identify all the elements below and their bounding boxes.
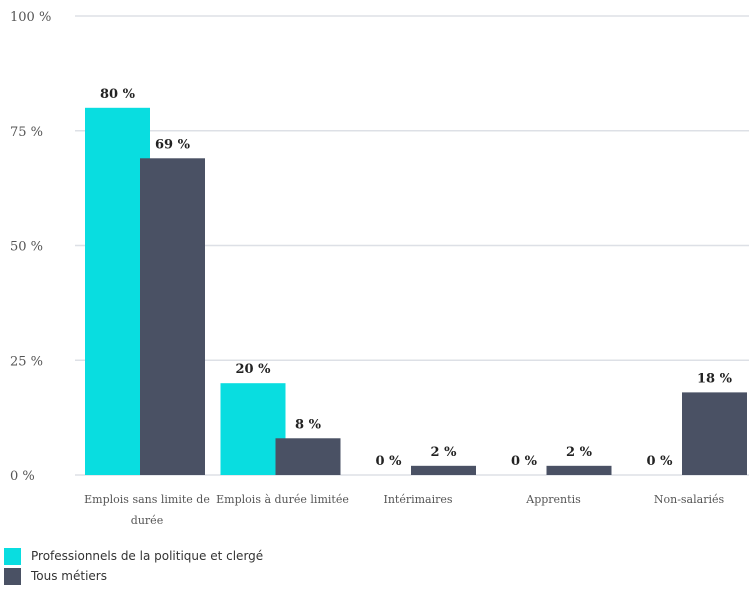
legend-label: Professionnels de la politique et clergé bbox=[31, 549, 264, 563]
legend: Professionnels de la politique et clergé… bbox=[4, 546, 263, 586]
bar-chart: 0 % 25 % 50 % 75 % 100 % 80 % 69 % 20 % 8 % 0 % 2… bbox=[10, 10, 749, 527]
data-label: 8 % bbox=[295, 417, 322, 432]
data-label: 0 % bbox=[647, 454, 674, 469]
data-label: 2 % bbox=[566, 445, 593, 460]
bar-series-1[interactable] bbox=[85, 107, 150, 476]
y-tick-label: 0 % bbox=[10, 469, 35, 484]
bar-series-1[interactable] bbox=[220, 383, 286, 475]
legend-item-series-1[interactable]: Professionnels de la politique et clergé bbox=[4, 546, 263, 566]
data-label: 2 % bbox=[431, 445, 458, 460]
bar-series-2[interactable] bbox=[546, 465, 612, 475]
y-axis: 0 % 25 % 50 % 75 % 100 % bbox=[10, 10, 51, 484]
y-tick-label: 100 % bbox=[10, 10, 51, 25]
x-tick-label: Emplois sans limite de bbox=[84, 493, 210, 506]
legend-swatch bbox=[4, 567, 21, 585]
legend-item-series-2[interactable]: Tous métiers bbox=[4, 566, 263, 586]
x-tick-label: durée bbox=[131, 514, 163, 527]
data-label: 18 % bbox=[697, 371, 733, 386]
data-label: 69 % bbox=[155, 137, 191, 152]
legend-label: Tous métiers bbox=[31, 569, 107, 583]
x-axis: Emplois sans limite de durée Emplois à dur… bbox=[84, 493, 724, 527]
x-tick-label: Apprentis bbox=[525, 493, 581, 506]
bar-series-2[interactable] bbox=[275, 438, 341, 475]
bar-series-2[interactable] bbox=[682, 392, 747, 475]
bars bbox=[85, 107, 747, 476]
x-tick-label: Non-salariés bbox=[654, 493, 725, 506]
x-tick-label: Intérimaires bbox=[383, 493, 452, 506]
legend-swatch bbox=[4, 547, 21, 565]
bar-series-2[interactable] bbox=[411, 465, 476, 475]
data-label: 0 % bbox=[376, 454, 403, 469]
y-tick-label: 25 % bbox=[10, 354, 43, 369]
data-label: 0 % bbox=[511, 454, 538, 469]
data-label: 20 % bbox=[236, 362, 272, 377]
x-tick-label: Emplois à durée limitée bbox=[216, 493, 349, 506]
y-tick-label: 75 % bbox=[10, 125, 43, 140]
data-label: 80 % bbox=[100, 87, 136, 102]
bar-series-2[interactable] bbox=[140, 158, 205, 476]
y-tick-label: 50 % bbox=[10, 240, 43, 255]
data-labels: 80 % 69 % 20 % 8 % 0 % 2 % 0 % 2 % 0 % 18 % bbox=[100, 87, 733, 469]
